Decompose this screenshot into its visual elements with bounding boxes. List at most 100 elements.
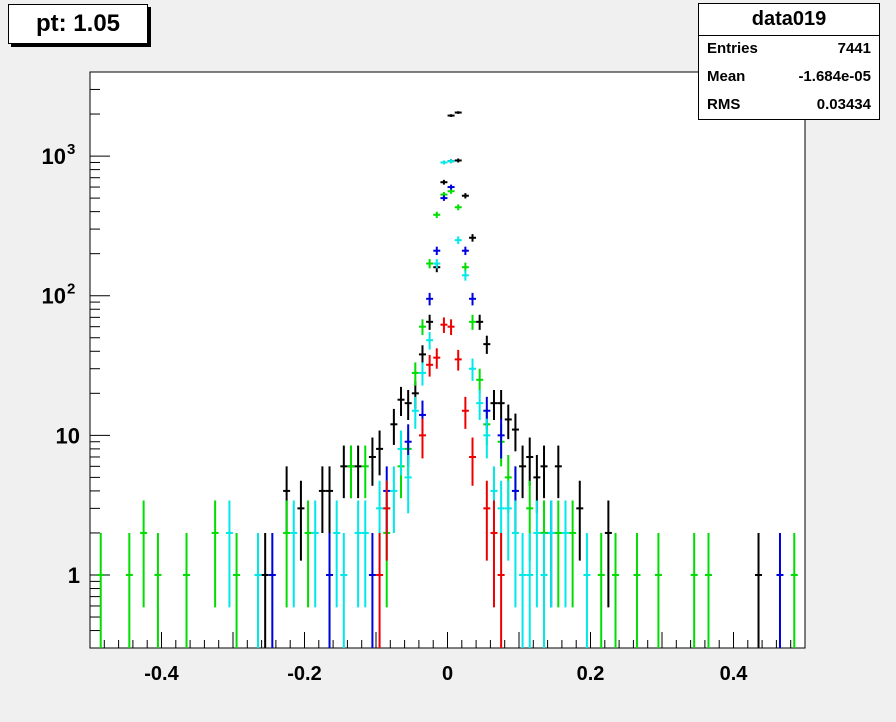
- data-point: [497, 532, 505, 648]
- data-point: [304, 500, 312, 608]
- data-point: [469, 437, 477, 486]
- data-point: [454, 204, 462, 211]
- stats-value: 7441: [837, 40, 871, 57]
- data-point: [426, 259, 434, 269]
- data-point: [461, 193, 469, 199]
- data-point: [418, 345, 426, 366]
- data-point: [426, 292, 434, 306]
- data-point: [504, 404, 512, 440]
- stats-label: Entries: [707, 40, 758, 57]
- data-point: [125, 532, 133, 648]
- data-point: [440, 195, 448, 201]
- data-point: [340, 445, 348, 499]
- data-point: [490, 389, 498, 421]
- data-point: [526, 532, 534, 648]
- data-point: [433, 211, 441, 218]
- data-point: [597, 532, 605, 648]
- data-point: [476, 389, 484, 421]
- data-point: [554, 445, 562, 499]
- data-point: [755, 532, 763, 648]
- data-point: [476, 368, 484, 394]
- data-point: [497, 418, 505, 459]
- data-point: [561, 500, 569, 608]
- data-point: [347, 445, 355, 499]
- data-point: [440, 179, 448, 185]
- data-point: [511, 413, 519, 452]
- y-tick-label: 10: [42, 284, 66, 309]
- stats-row-entries: Entries 7441: [707, 40, 871, 60]
- data-point: [461, 396, 469, 429]
- data-point: [368, 437, 376, 486]
- data-point: [290, 500, 298, 608]
- y-tick-label: 10: [56, 423, 80, 448]
- data-point: [447, 159, 455, 164]
- y-tick-exponent: 3: [67, 141, 75, 158]
- data-point: [447, 188, 455, 194]
- data-point: [440, 160, 448, 165]
- y-tick-exponent: 2: [67, 281, 75, 298]
- data-point: [411, 396, 419, 429]
- data-point: [326, 532, 334, 648]
- data-point: [540, 532, 548, 648]
- data-point: [333, 500, 341, 608]
- data-point: [390, 466, 398, 533]
- stats-name: data019: [699, 4, 879, 36]
- data-point: [368, 532, 376, 648]
- data-point: [469, 292, 477, 306]
- data-point: [361, 500, 369, 608]
- histogram-title: pt: 1.05: [35, 10, 121, 37]
- data-point: [612, 532, 620, 648]
- data-point: [476, 314, 484, 330]
- data-point: [433, 246, 441, 256]
- data-point: [397, 430, 405, 476]
- x-tick-label: 0.2: [577, 663, 605, 685]
- stats-value: 0.03434: [816, 96, 871, 113]
- data-point: [447, 114, 455, 117]
- data-point: [318, 466, 326, 533]
- data-point: [790, 532, 798, 648]
- data-point: [447, 184, 455, 190]
- data-point: [469, 314, 477, 330]
- data-point: [433, 259, 441, 269]
- stats-box: data019 Entries 7441 Mean -1.684e-05 RMS…: [698, 3, 880, 120]
- data-point: [554, 500, 562, 608]
- data-point: [483, 335, 491, 354]
- x-tick-label: -0.2: [287, 663, 321, 685]
- data-point: [454, 111, 462, 114]
- data-point: [418, 418, 426, 459]
- data-point: [154, 532, 162, 648]
- x-tick-label: -0.4: [144, 663, 179, 685]
- data-point: [533, 500, 541, 608]
- data-point: [426, 354, 434, 377]
- data-point: [340, 532, 348, 648]
- data-point: [469, 234, 477, 242]
- data-point: [511, 500, 519, 608]
- data-point: [461, 270, 469, 281]
- data-point: [261, 532, 269, 648]
- data-point: [776, 532, 784, 648]
- data-point: [519, 532, 527, 648]
- data-point: [469, 358, 477, 381]
- title-box: pt: 1.05: [8, 4, 148, 44]
- data-point: [569, 500, 577, 608]
- data-point: [376, 430, 384, 476]
- x-tick-label: 0.4: [720, 663, 749, 685]
- data-point: [433, 348, 441, 369]
- data-point: [497, 389, 505, 421]
- data-point: [519, 445, 527, 499]
- data-point: [225, 500, 233, 608]
- data-point: [411, 362, 419, 386]
- stats-label: RMS: [707, 96, 741, 113]
- data-point: [404, 389, 412, 421]
- data-point: [633, 532, 641, 648]
- data-point: [140, 500, 148, 608]
- stats-label: Mean: [707, 68, 746, 85]
- data-point: [504, 480, 512, 561]
- data-point: [233, 532, 241, 648]
- data-point: [576, 480, 584, 561]
- y-tick-label: 1: [68, 563, 80, 588]
- data-point: [376, 532, 384, 648]
- data-point: [297, 480, 305, 561]
- stats-row-rms: RMS 0.03434: [707, 96, 871, 116]
